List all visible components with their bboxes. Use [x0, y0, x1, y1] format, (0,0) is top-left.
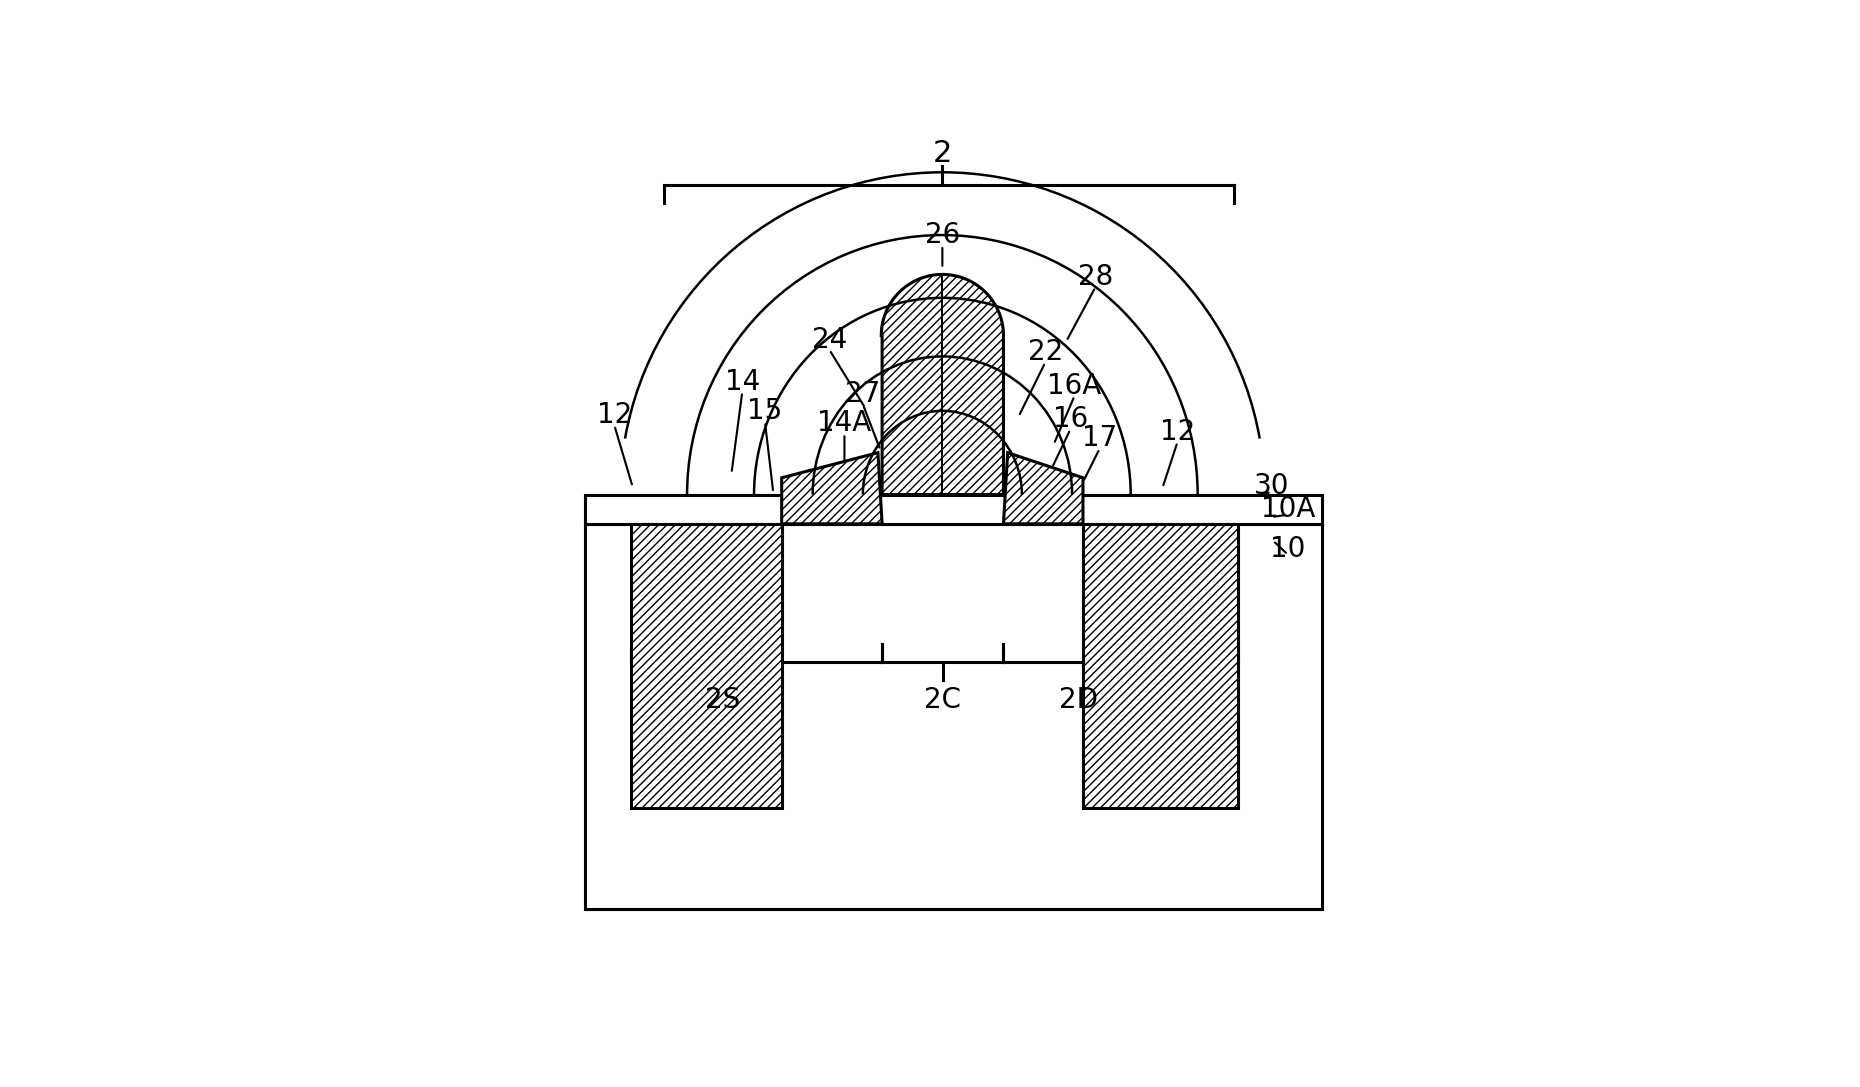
- Polygon shape: [631, 524, 781, 809]
- Text: 22: 22: [1029, 338, 1062, 366]
- Text: 2: 2: [932, 139, 952, 168]
- Text: 26: 26: [924, 221, 960, 249]
- Polygon shape: [882, 274, 1003, 495]
- Text: 14A: 14A: [817, 410, 872, 437]
- Text: 28: 28: [1079, 263, 1112, 291]
- Text: 10: 10: [1270, 535, 1306, 563]
- Text: 2S: 2S: [705, 686, 740, 713]
- Text: 16: 16: [1053, 405, 1088, 434]
- Text: 24: 24: [811, 326, 846, 353]
- Polygon shape: [1003, 452, 1083, 524]
- Text: 12: 12: [597, 401, 632, 429]
- Text: 10A: 10A: [1261, 495, 1315, 523]
- Text: 16A: 16A: [1047, 372, 1101, 400]
- Text: 30: 30: [1254, 472, 1289, 500]
- Bar: [586, 495, 1321, 909]
- Text: 12: 12: [1161, 417, 1196, 446]
- Polygon shape: [781, 452, 882, 524]
- Text: 2D: 2D: [1060, 686, 1097, 713]
- Text: 15: 15: [748, 397, 783, 425]
- Bar: [586, 495, 1321, 524]
- Text: 2C: 2C: [924, 686, 962, 713]
- Text: 14: 14: [725, 367, 761, 396]
- Text: 27: 27: [844, 380, 880, 408]
- Bar: [586, 524, 1321, 909]
- Polygon shape: [1083, 524, 1237, 809]
- Text: 17: 17: [1083, 424, 1118, 451]
